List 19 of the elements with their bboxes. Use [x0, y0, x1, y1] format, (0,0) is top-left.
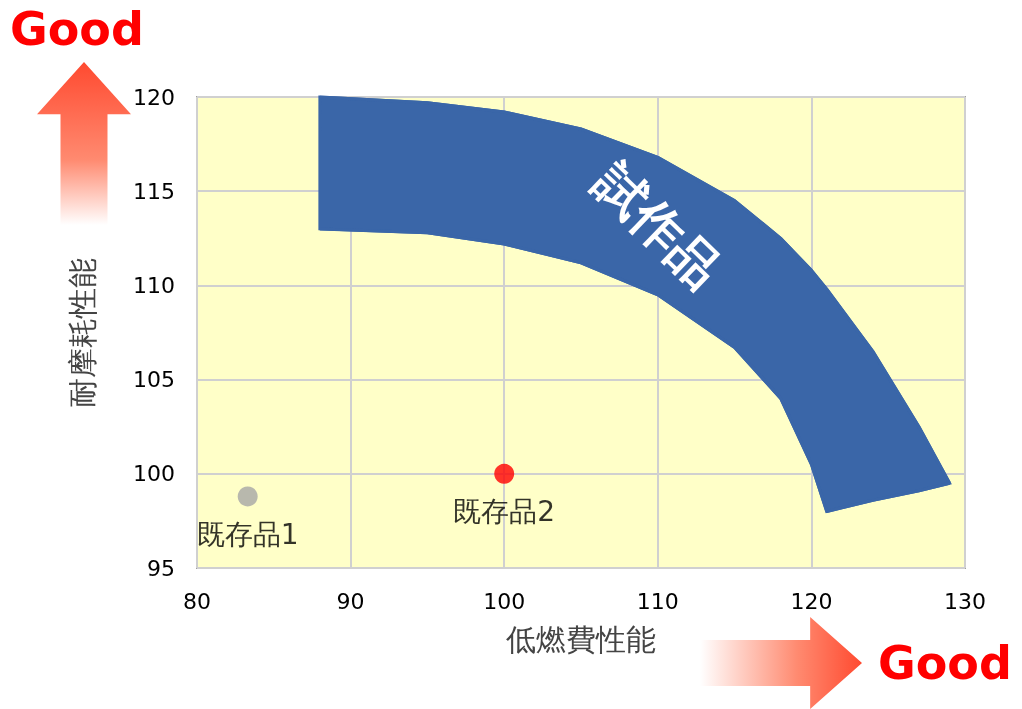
y-tick-label: 95 — [147, 555, 175, 581]
x-tick-label: 90 — [336, 588, 365, 614]
series-label: 既存品2 — [453, 495, 556, 529]
series-label: 既存品1 — [196, 517, 299, 551]
text: Good — [878, 636, 1012, 690]
x-tick-label: 130 — [944, 588, 986, 614]
text: Good — [10, 2, 144, 56]
x-tick-label: 80 — [183, 588, 211, 614]
y-tick-label: 105 — [133, 367, 175, 393]
x-tick-label: 100 — [483, 588, 526, 614]
x-tick-label: 120 — [790, 588, 833, 614]
x-tick-label: 110 — [636, 588, 679, 614]
y-tick-label: 115 — [133, 178, 175, 204]
y-tick-label: 110 — [133, 272, 175, 298]
y-tick-label: 120 — [133, 84, 175, 110]
x-axis-title: 低燃費性能 — [506, 621, 656, 657]
y-axis-title: 耐摩耗性能 — [64, 257, 100, 408]
series-label: 試作品 — [582, 152, 732, 299]
y-tick-label: 100 — [133, 461, 175, 487]
